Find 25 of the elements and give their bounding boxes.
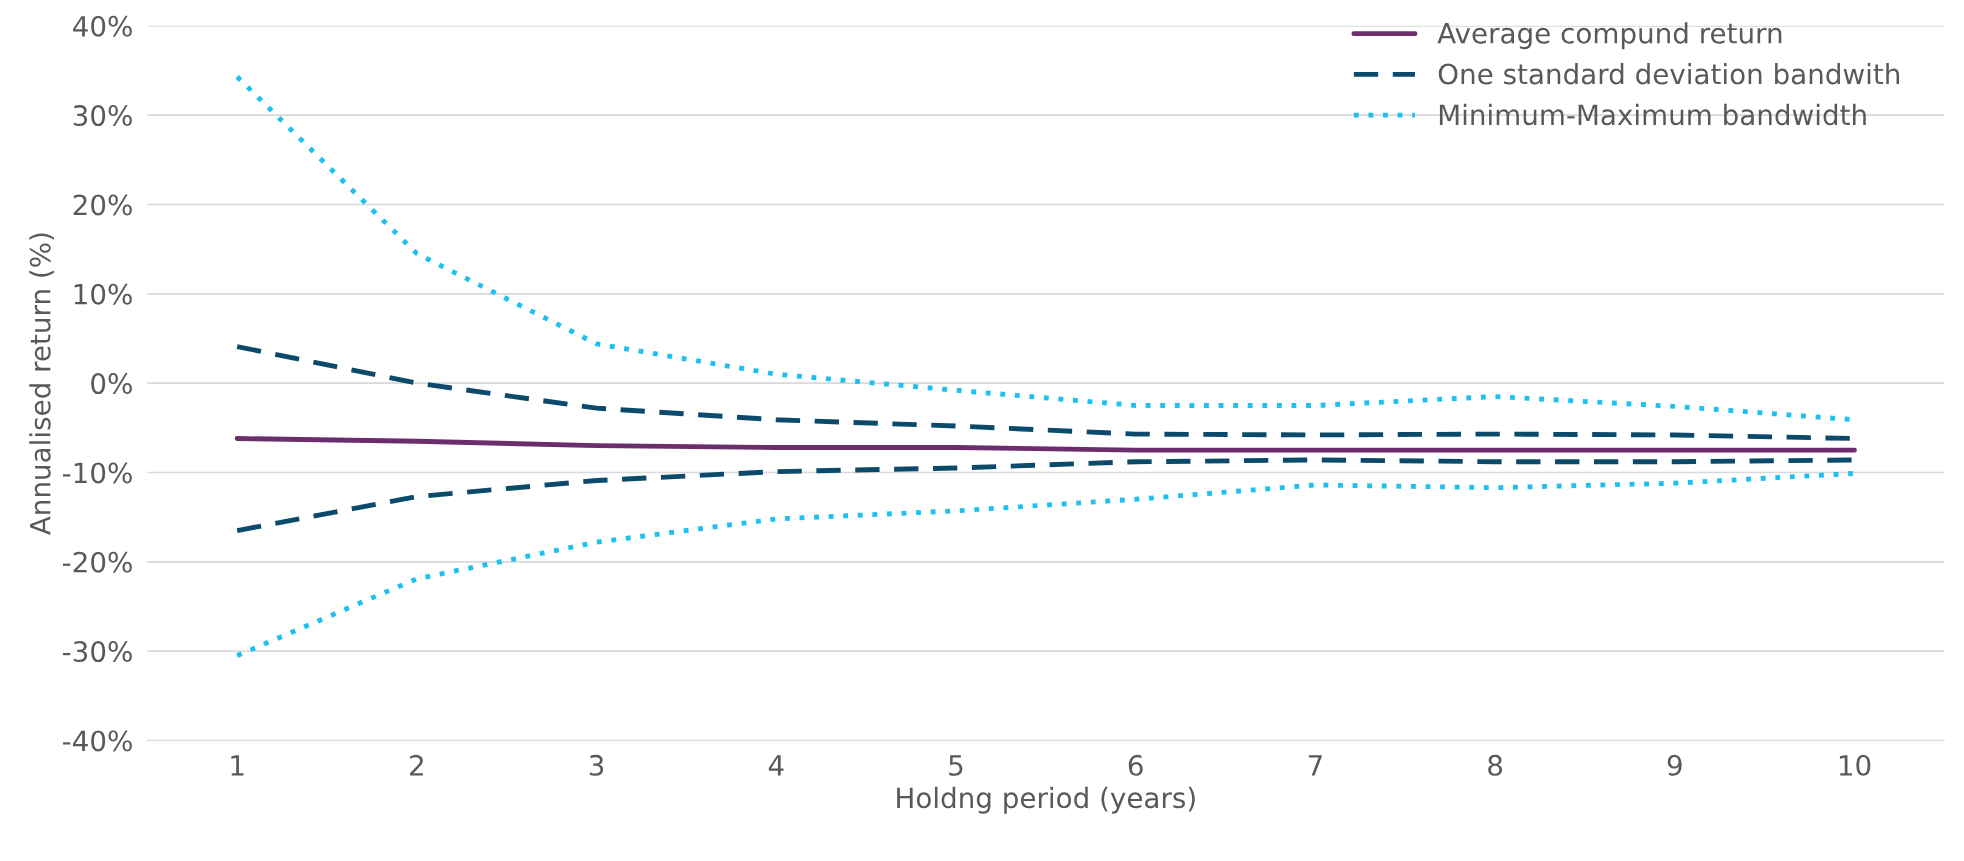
y-tick-label: -30% — [63, 641, 132, 663]
legend-label: Minimum-Maximum bandwidth — [1439, 103, 1866, 126]
legend-label: One standard deviation bandwith — [1438, 63, 1900, 85]
y-tick-label: 20% — [73, 194, 132, 216]
y-axis-title: Annualised return (%) — [29, 233, 54, 535]
y-tick-label: -10% — [63, 462, 132, 484]
legend-label: Average compund return — [1437, 22, 1782, 50]
y-tick-label: 30% — [73, 105, 132, 127]
line-series — [234, 436, 1857, 453]
x-tick-label: 9 — [1667, 754, 1682, 776]
x-tick-label: 4 — [768, 755, 784, 776]
x-tick-label: 8 — [1488, 754, 1503, 776]
y-tick-label: -40% — [63, 730, 132, 752]
x-tick-label: 6 — [1128, 754, 1143, 776]
y-tick-label: 40% — [73, 15, 132, 37]
x-tick-label: 1 — [231, 755, 244, 776]
y-tick-label: 0% — [91, 373, 132, 395]
x-tick-label: 7 — [1308, 755, 1322, 776]
x-tick-label: 2 — [410, 754, 423, 776]
x-axis-title: Holdng period (years) — [897, 786, 1195, 814]
y-tick-label: 10% — [74, 283, 132, 305]
y-tick-label: -20% — [63, 551, 132, 573]
x-tick-label: 5 — [949, 755, 963, 776]
x-tick-label: 3 — [589, 754, 604, 776]
x-tick-label: 10 — [1839, 754, 1871, 776]
